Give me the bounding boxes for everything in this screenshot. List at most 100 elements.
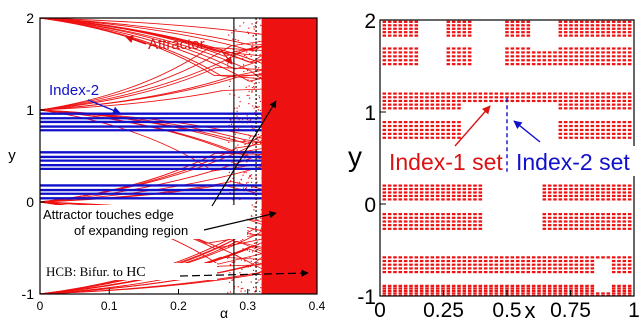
attractor-point	[254, 265, 257, 267]
attractor-point	[253, 209, 255, 211]
attractor-point	[227, 66, 229, 68]
attractor-point	[255, 201, 258, 203]
attractor-point	[249, 265, 252, 268]
attractor-point	[248, 27, 250, 29]
attractor-point	[260, 217, 262, 219]
attractor-point	[249, 256, 251, 258]
attractor-branch	[230, 69, 264, 78]
attractor-point	[252, 269, 255, 271]
attractor-branch	[236, 143, 264, 149]
attractor-point	[260, 24, 262, 27]
attractor-point	[253, 107, 255, 109]
left-y-axis-label: y	[8, 147, 16, 164]
attractor-point	[256, 46, 258, 48]
attractor-point	[240, 242, 242, 244]
attractor-point	[256, 75, 259, 77]
attractor-point	[248, 94, 250, 97]
attractor-point	[236, 255, 238, 257]
attractor-point	[242, 58, 244, 60]
attractor-point	[231, 32, 233, 34]
attractor-point	[237, 39, 239, 42]
attractor-point	[229, 264, 232, 266]
attractor-point	[257, 281, 259, 283]
attractor-point	[257, 138, 259, 140]
attractor-point	[250, 174, 252, 176]
attractor-point	[245, 86, 247, 88]
attractor-point	[259, 290, 261, 293]
attractor-branch	[223, 88, 264, 91]
hcb-annotation-text: HCB: Bifur. to	[46, 264, 123, 279]
attractor-point	[240, 178, 242, 181]
attractor-branch	[40, 184, 222, 203]
attractor-point	[258, 73, 260, 75]
attractor-point	[242, 287, 244, 289]
index2-set-arrow	[513, 120, 541, 143]
attractor-branch	[40, 261, 268, 294]
attractor-branch	[262, 138, 264, 140]
attractor-point	[232, 279, 234, 281]
attractor-branch	[40, 18, 250, 63]
attractor-point	[236, 182, 239, 184]
index1-annotation: Index-1 set	[389, 149, 503, 175]
y-tick-label: 2	[364, 10, 376, 33]
attractor-point	[250, 61, 252, 64]
attractor-branch	[235, 59, 264, 70]
attractor-branch	[263, 222, 269, 230]
attractor-branch	[251, 255, 264, 266]
attractor-point	[236, 110, 238, 112]
y-tick-label: -1	[357, 286, 376, 309]
x-tick-label: 0.75	[550, 299, 591, 322]
attractor-point	[261, 273, 263, 275]
attractor-point	[230, 123, 233, 125]
attractor-point	[259, 18, 261, 20]
attractor-point	[258, 40, 260, 43]
attractor-point	[240, 43, 243, 45]
attractor-point	[242, 248, 244, 250]
attractor-point	[253, 242, 256, 245]
attractor-branch	[251, 44, 264, 46]
attractor-branch	[216, 66, 264, 70]
attractor-point	[249, 175, 251, 178]
attractor-point	[247, 230, 249, 232]
attractor-point	[240, 288, 242, 290]
attractor-point	[251, 81, 253, 83]
attractor-point	[248, 250, 251, 252]
attractor-point	[246, 51, 248, 53]
attractor-branch	[259, 221, 264, 233]
attractor-arrow-left	[125, 35, 147, 45]
attractor-branch	[239, 73, 264, 78]
attractor-point	[250, 232, 252, 235]
y-tick-label: -1	[22, 286, 35, 302]
attractor-point	[228, 34, 230, 36]
attractor-point	[243, 22, 245, 24]
attractor-point	[239, 181, 241, 183]
attractor-point	[238, 96, 240, 98]
attractor-point	[241, 268, 243, 270]
attractor-point	[253, 87, 255, 89]
attractor-branch	[253, 228, 264, 232]
attractor-point	[231, 261, 233, 263]
attractor-point	[252, 105, 254, 107]
attractor-point	[260, 287, 262, 289]
attractor-point	[251, 177, 253, 179]
attractor-point	[248, 53, 251, 55]
attractor-branch	[40, 18, 264, 36]
attractor-point	[249, 150, 252, 152]
attractor-branch	[40, 76, 231, 111]
x-tick-label: 0.1	[101, 299, 118, 313]
attractor-point	[248, 141, 250, 143]
attractor-point	[245, 182, 248, 184]
attractor-point	[231, 269, 233, 271]
attractor-branch	[261, 131, 264, 141]
attractor-point	[256, 249, 259, 251]
attractor-point	[247, 31, 249, 33]
attractor-point	[242, 187, 245, 189]
attractor-point	[261, 283, 263, 285]
attractor-point	[247, 181, 249, 183]
attractor-point	[235, 28, 237, 31]
attractor-point	[254, 62, 256, 64]
attractor-point	[243, 242, 245, 244]
attractor-branch	[40, 66, 217, 111]
attractor-point	[253, 206, 255, 208]
attractor-point	[228, 124, 230, 126]
